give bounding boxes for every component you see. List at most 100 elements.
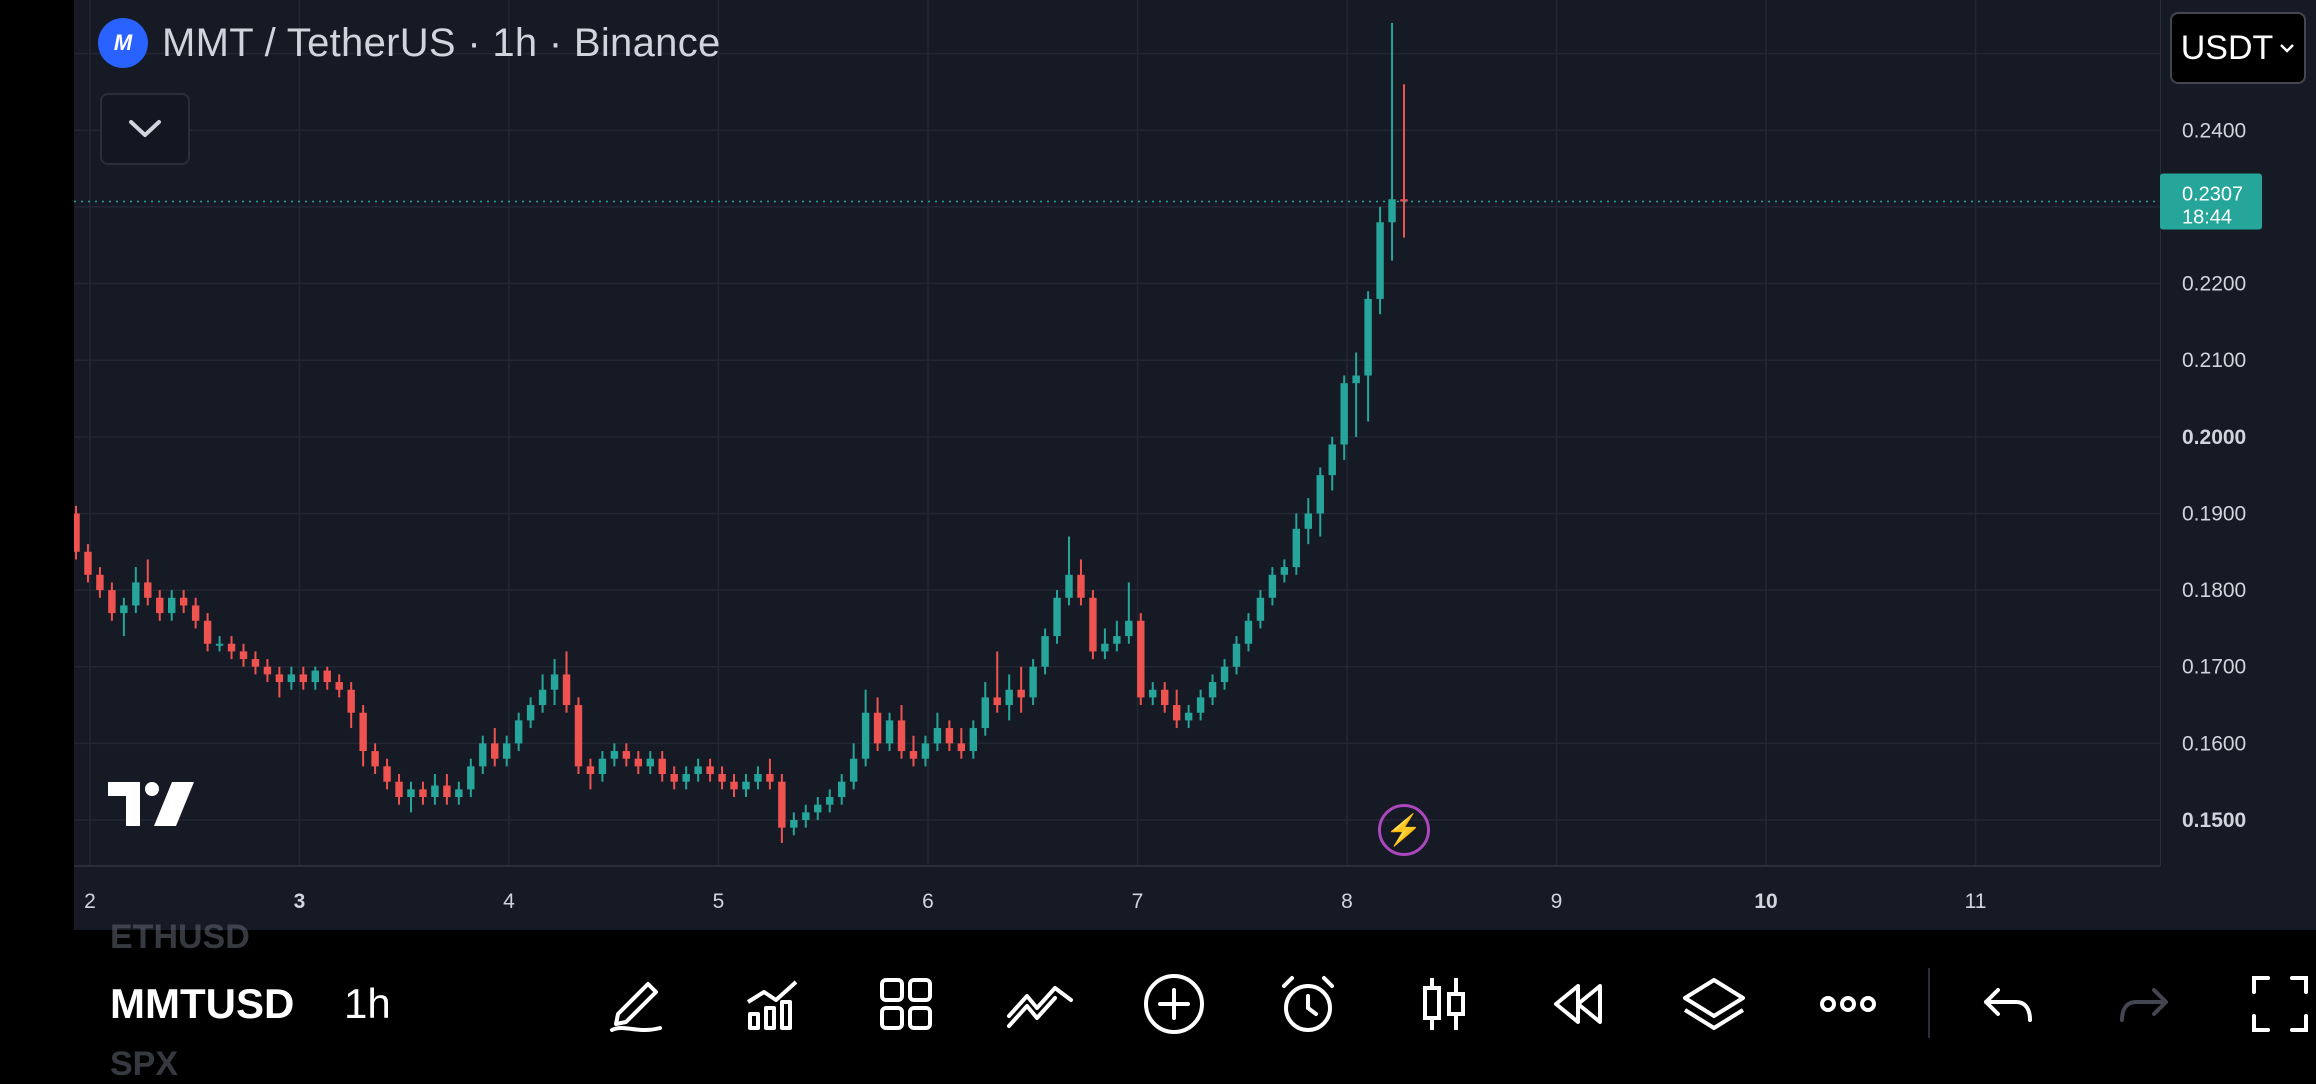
candle[interactable] [239,643,248,667]
chart-area[interactable]: 2 3 4 5 6 7 8 9 10 11 [74,0,2160,930]
candle[interactable] [311,666,319,690]
candle[interactable] [1256,590,1265,629]
candle[interactable] [1388,22,1396,261]
candle[interactable] [718,766,726,790]
candle[interactable] [730,774,738,798]
indicators-button[interactable] [732,964,812,1044]
candle[interactable] [491,728,499,767]
candle[interactable] [96,567,104,598]
layers-button[interactable] [1674,964,1754,1044]
candle[interactable] [120,597,128,637]
candle[interactable] [1292,513,1301,575]
candle[interactable] [168,590,176,621]
candle[interactable] [802,804,810,828]
candle[interactable] [826,789,834,813]
candle[interactable] [323,666,331,690]
candle[interactable] [1101,628,1109,660]
candle[interactable] [550,659,559,706]
candle[interactable] [335,674,343,698]
candle[interactable] [897,705,906,759]
current-price-badge[interactable] [2160,173,2262,230]
candle[interactable] [74,505,80,560]
candle[interactable] [873,697,882,752]
candle[interactable] [538,674,547,713]
fullscreen-button[interactable] [2240,964,2316,1044]
symbol-next[interactable]: SPX [110,1045,179,1083]
candle[interactable] [861,689,870,767]
collapse-legend-button[interactable] [100,93,190,165]
candle[interactable] [156,590,164,621]
candle[interactable] [191,597,200,629]
candle[interactable] [646,751,654,775]
candlestick-chart[interactable]: 2 3 4 5 6 7 8 9 10 11 [74,0,2160,930]
candle[interactable] [251,651,260,675]
candle[interactable] [658,751,666,782]
candle[interactable] [419,781,427,805]
candle[interactable] [670,766,678,790]
candle[interactable] [957,728,966,759]
candle[interactable] [1304,498,1312,545]
candle[interactable] [1172,689,1181,729]
redo-button[interactable] [2104,964,2184,1044]
symbol-current[interactable]: MMTUSD [110,980,295,1027]
candle[interactable] [682,766,690,790]
candle[interactable] [1268,567,1277,606]
candle[interactable] [215,636,224,652]
candle[interactable] [1352,352,1360,437]
candle[interactable] [969,720,978,759]
candle[interactable] [203,613,212,652]
candle[interactable] [849,743,858,790]
undo-button[interactable] [1968,964,2048,1044]
more-button[interactable] [1808,964,1888,1044]
candle[interactable] [502,735,511,767]
candle[interactable] [1089,590,1097,660]
candle[interactable] [694,758,702,782]
symbol-prev[interactable]: ETHUSD [110,918,250,956]
add-button[interactable] [1134,964,1214,1044]
candle[interactable] [1053,590,1061,644]
symbol-header[interactable]: M MMT / TetherUS · 1h · Binance [98,18,721,68]
candle[interactable] [1065,536,1073,606]
candle[interactable] [598,751,607,782]
candle[interactable] [574,697,583,775]
replay-button[interactable] [1538,964,1618,1044]
candle[interactable] [909,735,918,767]
candle[interactable] [1041,628,1049,675]
chart-title[interactable]: MMT / TetherUS · 1h · Binance [162,20,721,65]
candle[interactable] [467,758,475,798]
candle[interactable] [706,758,714,782]
candle[interactable] [407,781,415,813]
candle[interactable] [1376,206,1384,315]
candle[interactable] [1005,674,1013,721]
candle[interactable] [754,766,762,790]
candle[interactable] [371,743,379,775]
candle[interactable] [1149,682,1157,706]
candle[interactable] [144,559,152,606]
candle[interactable] [1196,689,1205,721]
candle[interactable] [1077,559,1085,606]
candle[interactable] [84,544,92,583]
candle[interactable] [837,774,846,805]
candle[interactable] [778,774,786,844]
candle[interactable] [1364,291,1372,422]
candle[interactable] [981,682,989,736]
candle[interactable] [179,590,188,614]
candle[interactable] [443,774,451,805]
candle[interactable] [132,567,140,614]
candle[interactable] [610,743,619,767]
drawing-tools-button[interactable] [596,964,676,1044]
candle[interactable] [359,705,367,767]
candle[interactable] [347,682,355,729]
candle[interactable] [1400,84,1408,238]
candle[interactable] [1220,659,1229,690]
candle[interactable] [586,758,595,790]
candle[interactable] [455,781,463,805]
candle[interactable] [1029,659,1037,706]
patterns-button[interactable] [1000,964,1080,1044]
candle[interactable] [287,666,296,690]
lightning-event-icon[interactable]: ⚡ [1378,804,1430,856]
candle[interactable] [742,774,750,798]
candle[interactable] [263,659,272,683]
candle[interactable] [526,697,535,729]
candle[interactable] [275,666,284,698]
